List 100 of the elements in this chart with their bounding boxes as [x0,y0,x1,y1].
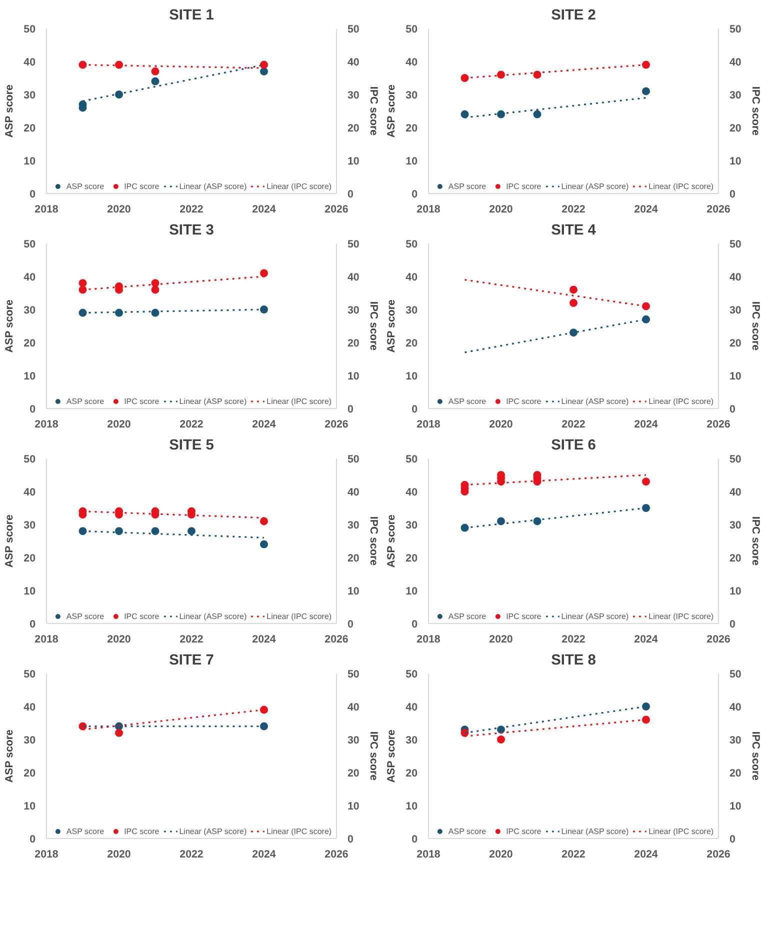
y-tick-label: 30 [24,520,36,532]
x-tick-label: 2026 [324,418,348,430]
y2-tick-label: 40 [348,56,360,68]
y-tick-label: 40 [24,56,36,68]
y-axis-title: ASP score [386,514,398,568]
y-tick-label: 0 [412,404,418,416]
y2-tick-label: 30 [348,734,360,746]
legend-label: Linear (ASP score) [179,181,247,191]
y-axis-title: ASP score [386,729,398,783]
legend-label: IPC score [124,611,160,621]
y2-tick-label: 20 [348,122,360,134]
y-tick-label: 30 [24,734,36,746]
y-tick-label: 50 [24,24,36,36]
legend-label: ASP score [66,611,104,621]
x-tick-label: 2018 [416,418,440,430]
legend-label: Linear (IPC score) [266,396,332,406]
y-tick-label: 20 [406,338,418,350]
y2-tick-label: 0 [730,618,736,630]
y2-tick-label: 0 [348,404,354,416]
x-tick-label: 2022 [180,848,204,860]
y-tick-label: 40 [406,272,418,284]
y2-tick-label: 50 [348,24,360,36]
y-tick-label: 30 [406,520,418,532]
y2-tick-label: 40 [730,486,742,498]
x-tick-label: 2026 [706,418,730,430]
x-tick-label: 2024 [252,634,276,646]
y-tick-label: 10 [406,370,418,382]
legend-label: IPC score [124,826,160,836]
y2-tick-label: 0 [348,618,354,630]
y2-axis-title: IPC score [749,516,762,566]
x-tick-label: 2022 [562,634,586,646]
y2-axis-title: IPC score [749,731,762,781]
y-axis-title: ASP score [4,514,16,568]
legend-label: IPC score [124,181,160,191]
legend-label: Linear (IPC score) [648,611,714,621]
y-tick-label: 20 [406,552,418,564]
y2-tick-label: 30 [348,520,360,532]
chart-title: SITE 1 [169,8,214,24]
chart-title: SITE 7 [169,652,214,668]
y-axis-title: ASP score [386,84,398,138]
y2-tick-label: 10 [348,156,360,168]
y2-tick-label: 30 [348,304,360,316]
y-axis-title: ASP score [4,729,16,783]
y-tick-label: 0 [30,834,36,846]
y2-tick-label: 20 [730,338,742,350]
x-tick-label: 2022 [562,418,586,430]
y2-tick-label: 0 [730,404,736,416]
y-tick-label: 20 [24,552,36,564]
y2-tick-label: 50 [348,238,360,250]
y-tick-label: 10 [406,156,418,168]
x-tick-label: 2018 [34,418,58,430]
legend-label: Linear (ASP score) [561,826,629,836]
y2-tick-label: 10 [730,156,742,168]
y2-tick-label: 40 [348,272,360,284]
y-tick-label: 10 [406,586,418,598]
x-tick-label: 2024 [634,848,658,860]
y2-tick-label: 20 [348,552,360,564]
legend-label: Linear (IPC score) [266,826,332,836]
x-tick-label: 2026 [706,204,730,216]
x-tick-label: 2024 [252,848,276,860]
legend-label: Linear (ASP score) [179,826,247,836]
y-tick-label: 0 [412,618,418,630]
y-tick-label: 10 [24,800,36,812]
x-tick-label: 2024 [634,204,658,216]
legend-label: Linear (ASP score) [561,396,629,406]
x-tick-label: 2026 [706,634,730,646]
legend-label: Linear (ASP score) [561,611,629,621]
y-tick-label: 40 [406,56,418,68]
legend-label: Linear (IPC score) [266,611,332,621]
y2-tick-label: 30 [730,520,742,532]
y2-tick-label: 20 [348,768,360,780]
y-tick-label: 50 [406,24,418,36]
y2-tick-label: 50 [348,668,360,680]
x-tick-label: 2024 [634,634,658,646]
x-tick-label: 2018 [34,634,58,646]
x-tick-label: 2018 [416,204,440,216]
y2-tick-label: 10 [348,800,360,812]
x-tick-label: 2020 [107,418,131,430]
legend-label: ASP score [448,396,486,406]
legend-label: IPC score [124,396,160,406]
y-tick-label: 0 [30,188,36,200]
legend-label: Linear (ASP score) [179,396,247,406]
x-tick-label: 2024 [634,418,658,430]
y-tick-label: 20 [24,768,36,780]
x-tick-label: 2024 [252,204,276,216]
y2-tick-label: 0 [730,834,736,846]
y2-tick-label: 30 [348,90,360,102]
y2-tick-label: 0 [730,188,736,200]
y-tick-label: 20 [406,768,418,780]
y-tick-label: 10 [24,586,36,598]
y-tick-label: 40 [406,486,418,498]
y-tick-label: 40 [406,702,418,714]
y-tick-label: 30 [24,304,36,316]
x-tick-label: 2026 [324,848,348,860]
y-tick-label: 30 [406,304,418,316]
y-tick-label: 40 [24,702,36,714]
y-tick-label: 0 [30,618,36,630]
x-tick-label: 2018 [34,204,58,216]
legend-label: IPC score [506,611,542,621]
legend-label: Linear (ASP score) [561,181,629,191]
